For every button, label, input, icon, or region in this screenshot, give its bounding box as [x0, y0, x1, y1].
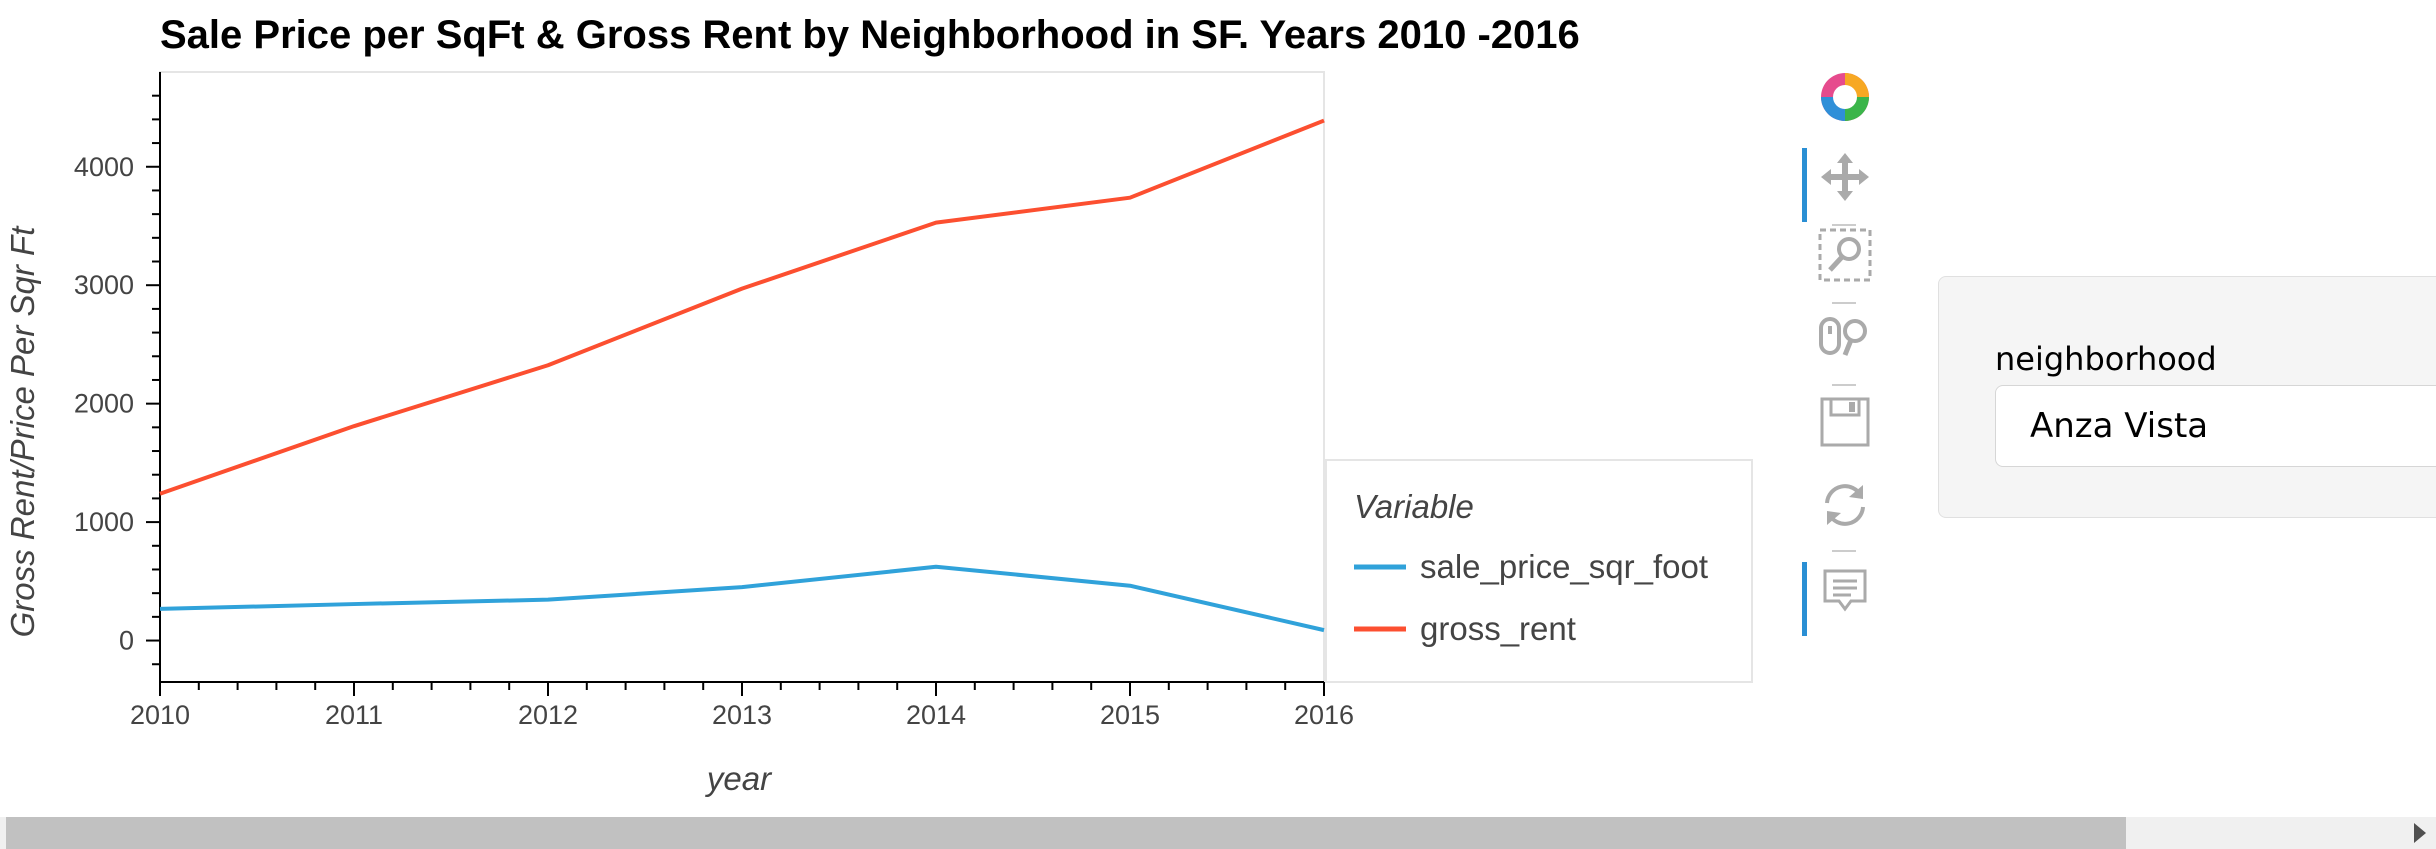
x-tick-label: 2015	[1100, 700, 1160, 730]
legend-title: Variable	[1354, 488, 1474, 525]
scrollbar-thumb[interactable]	[6, 817, 2126, 849]
y-tick-label: 1000	[74, 507, 134, 537]
pan-icon	[1821, 153, 1869, 201]
wheel-zoom-tool[interactable]	[1800, 302, 1890, 372]
x-tick-label: 2013	[712, 700, 772, 730]
x-tick-label: 2010	[130, 700, 190, 730]
x-tick-label: 2014	[906, 700, 966, 730]
y-tick-label: 4000	[74, 152, 134, 182]
legend-item-gross_rent: gross_rent	[1420, 610, 1576, 647]
save-tool[interactable]	[1800, 387, 1890, 457]
bokeh-logo-icon[interactable]	[1800, 62, 1890, 132]
plot-toolbar	[1800, 62, 1890, 642]
chart: Sale Price per SqFt & Gross Rent by Neig…	[4, 13, 1753, 797]
neighborhood-select-value: Anza Vista	[2030, 406, 2209, 446]
x-tick-label: 2012	[518, 700, 578, 730]
x-tick-label: 2016	[1294, 700, 1354, 730]
legend-item-sale_price_sqr_foot: sale_price_sqr_foot	[1420, 548, 1708, 585]
series-line-gross_rent	[159, 118, 1325, 496]
box-zoom-tool[interactable]	[1800, 220, 1890, 290]
x-axis-label: year	[705, 760, 773, 797]
y-tick-label: 3000	[74, 270, 134, 300]
neighborhood-label: neighborhood	[1995, 340, 2217, 378]
scroll-right-arrow-icon[interactable]	[2414, 823, 2426, 843]
x-tick-label: 2011	[325, 700, 383, 730]
reset-tool[interactable]	[1800, 470, 1890, 540]
y-axis-label: Gross Rent/Price Per Sqr Ft	[4, 225, 41, 638]
series-line-sale_price_sqr_foot	[159, 564, 1325, 633]
chart-title: Sale Price per SqFt & Gross Rent by Neig…	[160, 13, 1580, 57]
box-zoom-icon	[1818, 228, 1872, 282]
save-icon	[1820, 397, 1870, 447]
hover-tool[interactable]	[1800, 556, 1890, 636]
legend-box	[1325, 459, 1753, 683]
hover-icon	[1823, 569, 1867, 612]
y-tick-label: 0	[119, 626, 134, 656]
reset-icon	[1825, 484, 1865, 526]
y-tick-label: 2000	[74, 389, 134, 419]
horizontal-scrollbar[interactable]	[0, 817, 2436, 849]
neighborhood-select[interactable]: Anza Vista	[1995, 385, 2436, 467]
pan-tool[interactable]	[1800, 142, 1890, 222]
wheel-zoom-icon	[1819, 317, 1867, 356]
